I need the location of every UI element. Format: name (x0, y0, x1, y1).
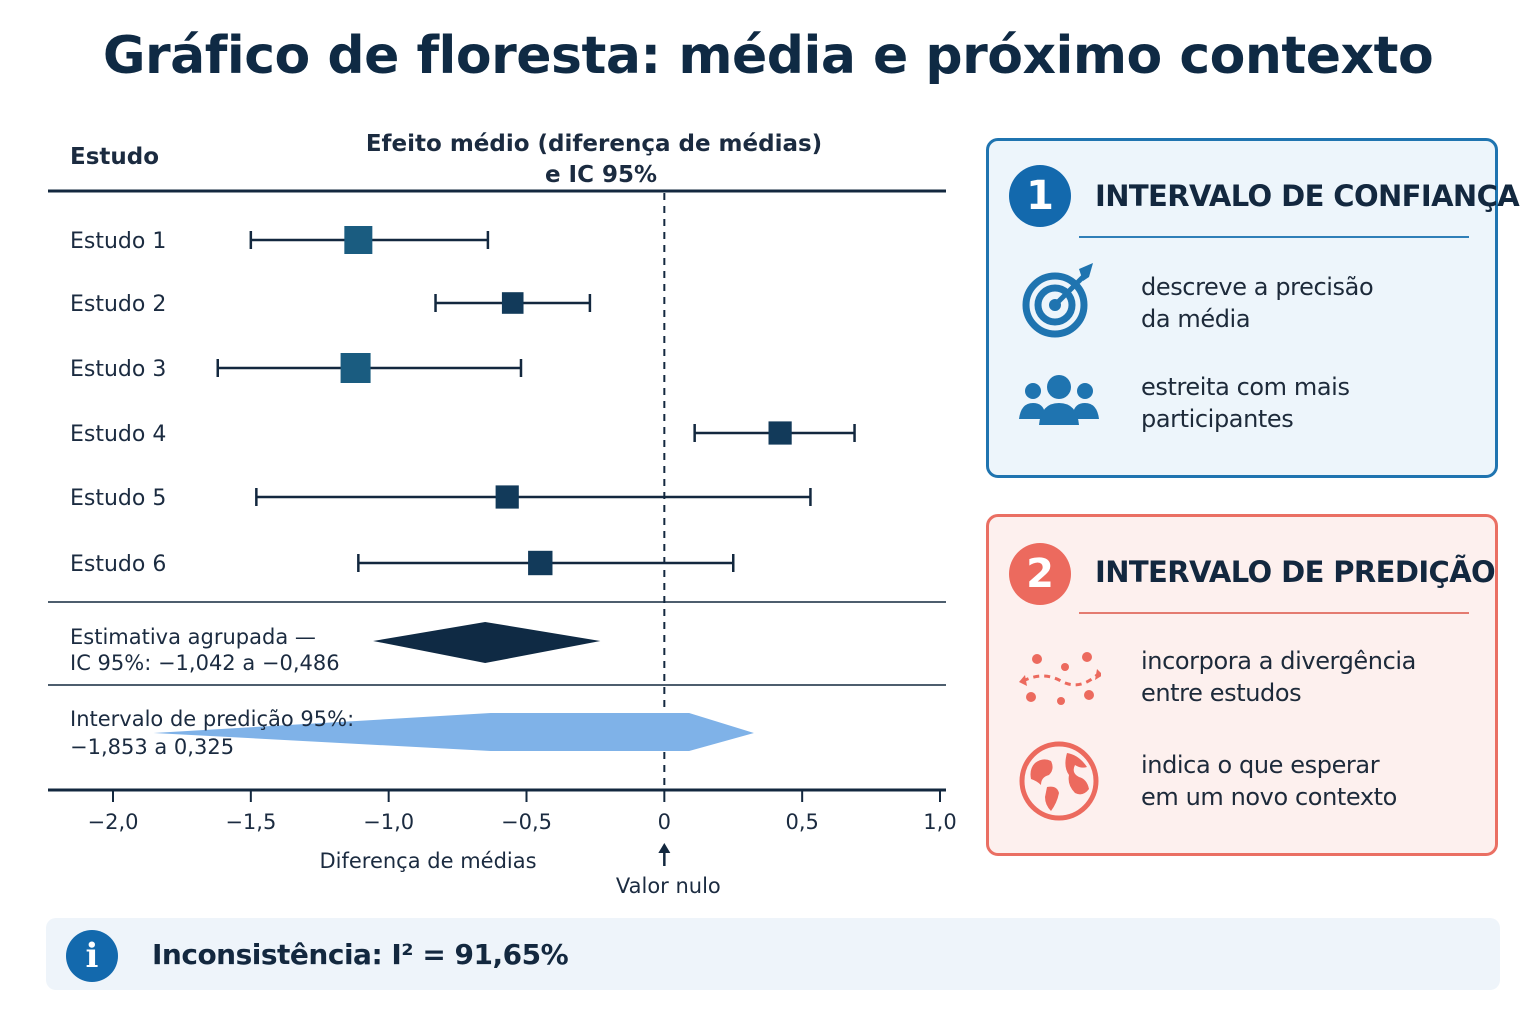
number-badge-1: 1 (1009, 165, 1071, 227)
heterogeneity-info-bar: i Inconsistência: I² = 91,65% (46, 918, 1500, 990)
scatter-dots-icon (1019, 652, 1101, 705)
ci-item-1-line2: da média (1141, 305, 1251, 333)
x-tick-label: −1,0 (363, 810, 414, 834)
x-tick-label: −1,5 (225, 810, 276, 834)
pooled-label-line2: IC 95%: −1,042 a −0,486 (70, 651, 340, 675)
pooled-label-line1: Estimativa agrupada — (70, 625, 316, 649)
prediction-interval-band (153, 713, 754, 751)
card-divider (1079, 612, 1469, 614)
x-axis-label: Diferença de médias (319, 849, 536, 873)
inconsistency-text: Inconsistência: I² = 91,65% (152, 938, 569, 971)
forest-plot: Estudo Efeito médio (diferença de médias)… (48, 131, 957, 898)
x-tick-label: −2,0 (88, 810, 139, 834)
x-tick-label: 0 (658, 810, 671, 834)
study-label: Estudo 1 (70, 229, 166, 254)
ci-item-1-line1: descreve a precisão (1141, 273, 1374, 301)
pooled-estimate-diamond (373, 622, 601, 663)
ci-item-2-line1: estreita com mais (1141, 373, 1350, 401)
null-value-label: Valor nulo (616, 874, 721, 898)
null-arrow-head (658, 843, 671, 853)
card-divider (1079, 236, 1469, 238)
confidence-interval-title: INTERVALO DE CONFIANÇA (1095, 179, 1520, 213)
prediction-interval-title: INTERVALO DE PREDIÇÃO (1095, 555, 1496, 589)
ci-item-2-line2: participantes (1141, 405, 1294, 433)
study-label: Estudo 5 (70, 486, 166, 511)
pi-item-2-line1: indica o que esperar (1141, 751, 1380, 779)
page-title: Gráfico de floresta: média e próximo con… (102, 26, 1434, 86)
confidence-interval-card: 1 INTERVALO DE CONFIANÇA descreve a prec… (986, 138, 1520, 478)
people-icon (1019, 375, 1099, 425)
study-effect-square (340, 353, 371, 383)
study-effect-square (501, 292, 524, 314)
prediction-label-line1: Intervalo de predição 95%: (70, 707, 354, 731)
column-header-study: Estudo (70, 144, 159, 170)
x-tick-label: 0,5 (785, 810, 818, 834)
study-label: Estudo 6 (70, 552, 166, 577)
study-label: Estudo 3 (70, 357, 166, 382)
pi-item-2-text: indica o que esperar em um novo contexto (1141, 749, 1481, 813)
column-header-effect-line2: e IC 95% (545, 162, 657, 188)
info-icon: i (66, 930, 118, 982)
pi-item-2-line2: em um novo contexto (1141, 783, 1397, 811)
column-header-effect-line1: Efeito médio (diferença de médias) (366, 131, 822, 157)
pi-item-1-text: incorpora a divergência entre estudos (1141, 645, 1481, 709)
pi-item-1-line2: entre estudos (1141, 679, 1302, 707)
prediction-label-line2: −1,853 a 0,325 (70, 735, 234, 759)
x-tick-label: −0,5 (501, 810, 552, 834)
prediction-interval-card: 2 INTERVALO DE PREDIÇÃO incorpora a dive… (986, 514, 1498, 856)
pi-item-1-line1: incorpora a divergência (1141, 647, 1416, 675)
study-label: Estudo 4 (70, 422, 166, 447)
target-icon (1022, 263, 1093, 338)
globe-icon (1019, 741, 1099, 821)
study-label: Estudo 2 (70, 292, 166, 317)
ci-item-1-text: descreve a precisão da média (1141, 271, 1481, 335)
ci-item-2-text: estreita com mais participantes (1141, 371, 1481, 435)
study-effect-square (344, 226, 373, 254)
study-effect-square (528, 550, 553, 576)
x-tick-label: 1,0 (923, 810, 956, 834)
study-effect-square (768, 421, 792, 445)
study-effect-square (495, 485, 519, 509)
number-badge-2: 2 (1009, 543, 1071, 605)
